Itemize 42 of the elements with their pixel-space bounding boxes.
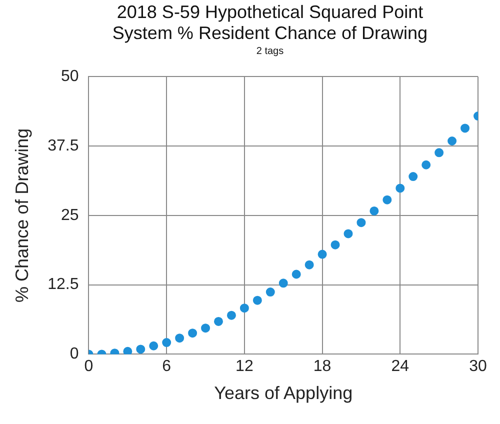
point	[266, 288, 275, 297]
point	[460, 124, 470, 133]
point	[278, 278, 288, 288]
point	[240, 304, 249, 313]
x-tick-label: 18	[313, 358, 332, 376]
point	[382, 195, 392, 204]
chart-subtitle: 2 tags	[255, 46, 285, 57]
y-tick-label: 25	[60, 206, 79, 224]
y-tick-label: 12.5	[48, 276, 79, 294]
point	[226, 310, 236, 320]
x-tick-label: 0	[84, 358, 94, 376]
point	[123, 346, 132, 354]
point	[175, 334, 184, 343]
point	[370, 206, 379, 216]
y-tick-label: 0	[70, 346, 79, 363]
point	[330, 240, 340, 250]
point	[318, 250, 327, 259]
chart-title: 2018 S-59 Hypothetical Squared Point System % Resident Chance of Drawing	[111, 2, 429, 44]
y-tick-label: 50	[60, 68, 79, 86]
x-axis-title: Years of Applying	[214, 383, 353, 404]
point	[396, 184, 405, 193]
x-tick-label: 12	[236, 358, 254, 376]
point	[304, 260, 314, 270]
point	[201, 324, 210, 333]
point	[252, 296, 262, 305]
point	[136, 344, 146, 354]
x-tick-label: 30	[469, 358, 487, 376]
x-tick-label: 6	[162, 358, 172, 376]
point	[356, 218, 366, 228]
point	[188, 328, 198, 338]
y-tick-label: 37.5	[48, 137, 79, 154]
point	[422, 160, 431, 170]
point	[408, 172, 418, 182]
point	[149, 341, 158, 350]
x-tick-label: 24	[391, 358, 410, 376]
point	[344, 229, 353, 238]
y-axis-title: % Chance of Drawing	[12, 128, 32, 302]
point	[434, 148, 444, 158]
point	[162, 338, 172, 348]
point	[292, 270, 301, 279]
point	[214, 316, 223, 326]
point	[448, 136, 457, 146]
